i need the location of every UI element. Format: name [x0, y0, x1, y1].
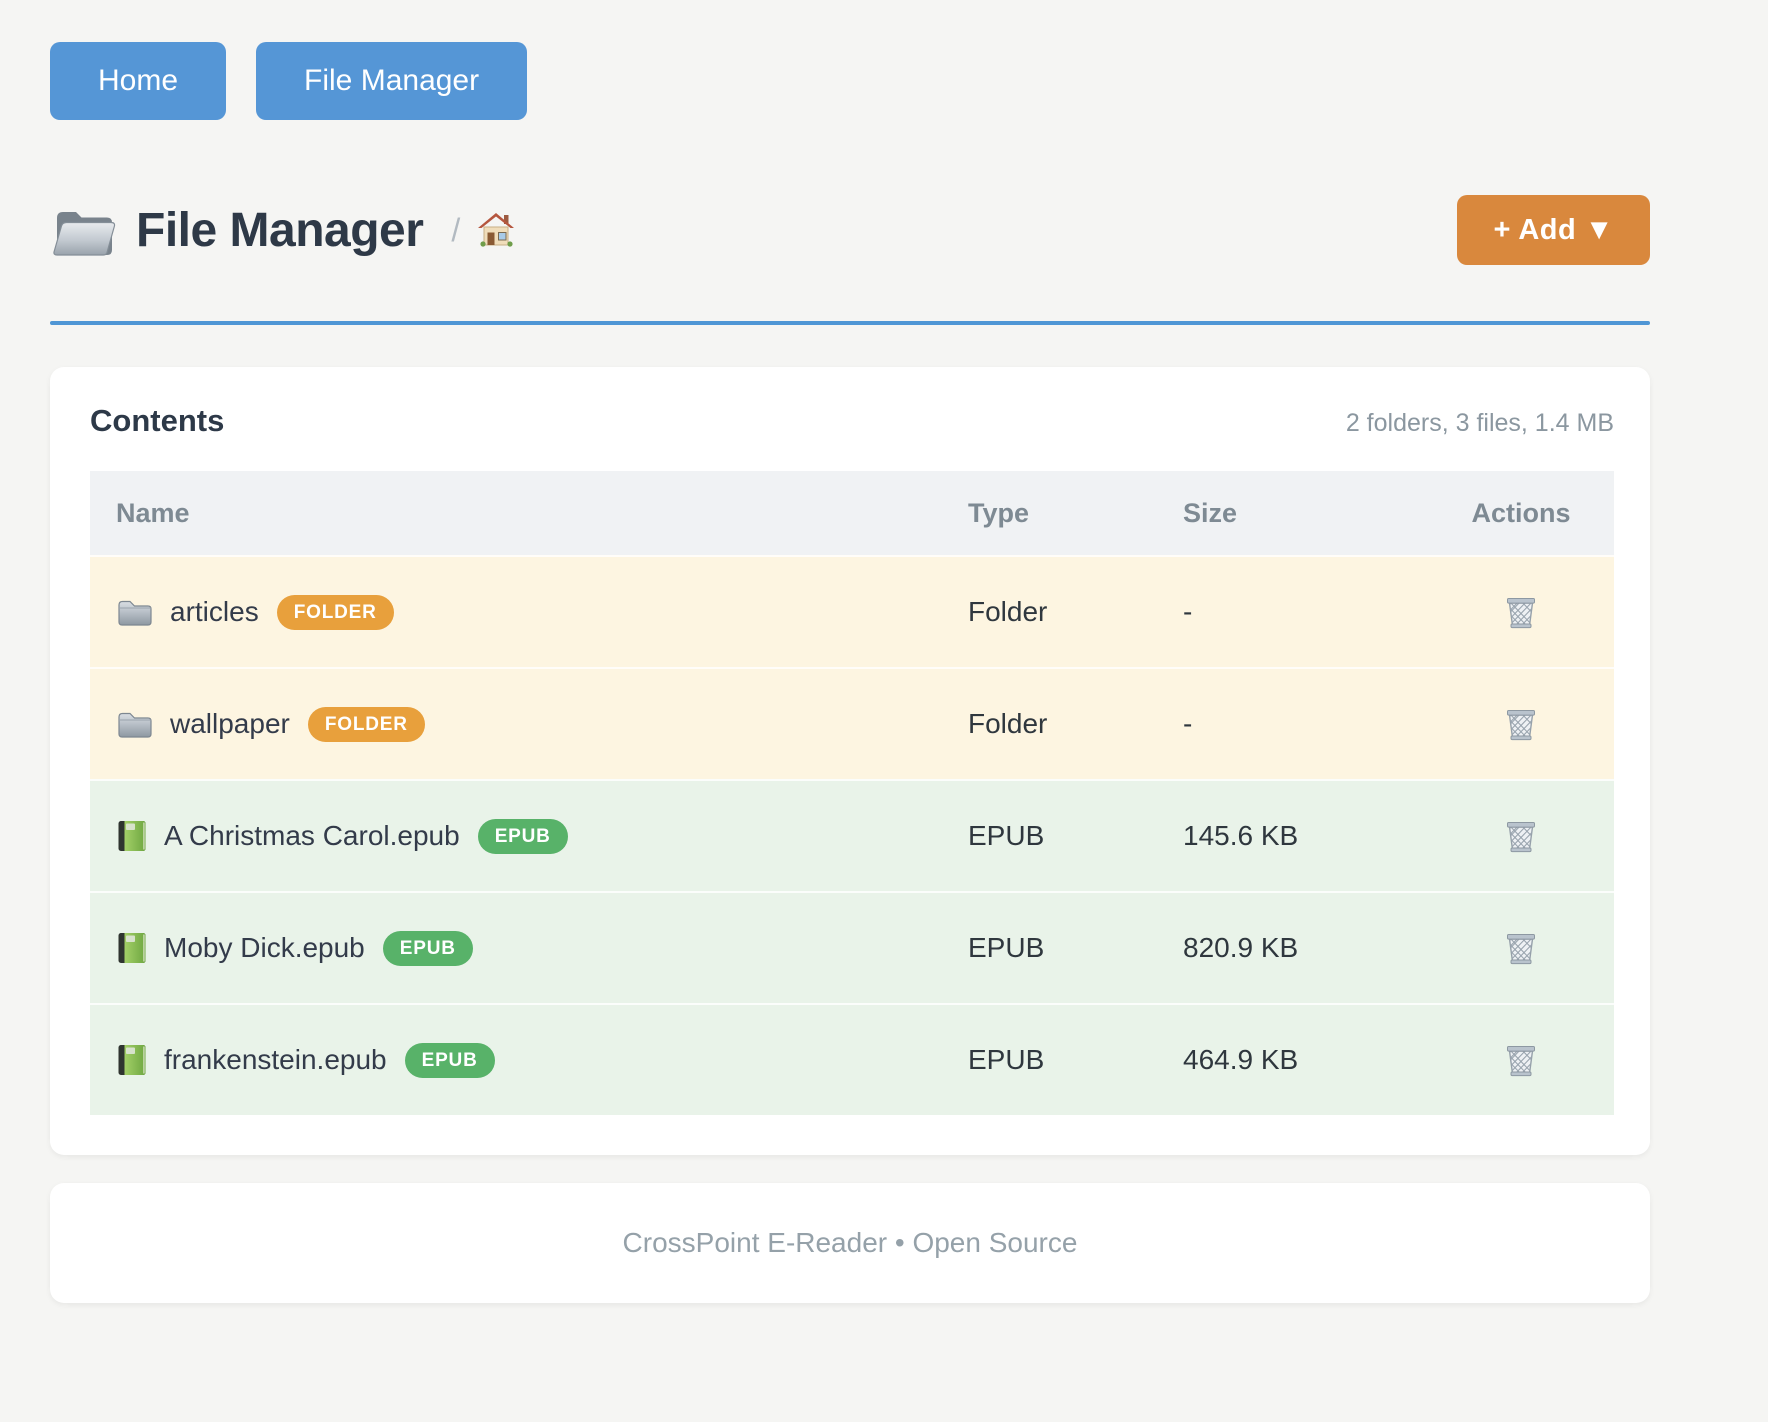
type-cell: EPUB	[968, 820, 1045, 851]
add-button[interactable]: + Add ▼	[1457, 195, 1650, 265]
green-book-icon	[118, 821, 146, 851]
type-badge: FOLDER	[307, 706, 425, 742]
type-badge: EPUB	[477, 818, 568, 854]
file-name[interactable]: frankenstein.epub	[164, 1044, 387, 1075]
page-title: File Manager	[136, 203, 424, 257]
green-book-icon	[116, 819, 148, 853]
title-underline	[50, 321, 1650, 325]
green-book-icon	[116, 931, 148, 965]
size-cell: 820.9 KB	[1183, 932, 1299, 963]
type-cell: EPUB	[968, 1044, 1045, 1075]
table-header-row: Name Type Size Actions	[90, 471, 1614, 555]
green-book-icon	[118, 933, 146, 963]
wastebasket-icon	[1507, 933, 1535, 964]
column-header-name: Name	[116, 497, 190, 528]
column-header-type: Type	[968, 497, 1030, 528]
delete-button[interactable]	[1500, 1038, 1542, 1083]
green-book-icon	[118, 1045, 146, 1075]
type-badge: FOLDER	[276, 594, 394, 630]
table-row[interactable]: A Christmas Carol.epub EPUB EPUB 145.6 K…	[90, 779, 1614, 891]
table-row[interactable]: articles FOLDER Folder -	[90, 555, 1614, 667]
type-cell: Folder	[968, 708, 1048, 739]
delete-button[interactable]	[1500, 702, 1542, 747]
table-row[interactable]: frankenstein.epub EPUB EPUB 464.9 KB	[90, 1003, 1614, 1115]
green-book-icon	[116, 1043, 148, 1077]
footer-card: CrossPoint E-Reader • Open Source	[50, 1183, 1650, 1303]
size-cell: -	[1183, 596, 1193, 627]
size-cell: 145.6 KB	[1183, 820, 1299, 851]
nav-home-button[interactable]: Home	[50, 42, 227, 120]
wastebasket-icon	[1507, 821, 1535, 852]
type-cell: Folder	[968, 596, 1048, 627]
file-name[interactable]: A Christmas Carol.epub	[164, 820, 460, 851]
contents-card: Contents 2 folders, 3 files, 1.4 MB Name…	[50, 367, 1650, 1155]
type-badge: EPUB	[404, 1042, 495, 1078]
size-cell: -	[1183, 708, 1193, 739]
delete-button[interactable]	[1500, 590, 1542, 635]
type-badge: EPUB	[382, 930, 473, 966]
delete-button[interactable]	[1500, 926, 1542, 971]
delete-button[interactable]	[1500, 814, 1542, 859]
folder-icon	[116, 596, 154, 628]
footer-text: CrossPoint E-Reader • Open Source	[622, 1227, 1078, 1258]
wastebasket-icon	[1507, 597, 1535, 628]
wastebasket-icon	[1507, 1045, 1535, 1076]
file-name[interactable]: articles	[170, 596, 259, 627]
page-header: File Manager / + Add ▼	[50, 195, 1650, 265]
breadcrumb-separator: /	[451, 211, 461, 248]
page-container: Home File Manager File Manager /	[50, 42, 1650, 1303]
column-header-size: Size	[1183, 497, 1238, 528]
contents-summary: 2 folders, 3 files, 1.4 MB	[1345, 409, 1614, 437]
table-body: articles FOLDER Folder -	[90, 555, 1614, 1115]
table-row[interactable]: wallpaper FOLDER Folder -	[90, 667, 1614, 779]
size-cell: 464.9 KB	[1183, 1044, 1299, 1075]
nav-file-manager-button[interactable]: File Manager	[256, 42, 528, 120]
file-table: Name Type Size Actions articles FOLDER F…	[90, 471, 1614, 1115]
folder-icon	[116, 708, 154, 740]
top-navigation: Home File Manager	[50, 42, 1650, 120]
open-folder-icon	[50, 200, 118, 260]
folder-icon	[118, 600, 152, 626]
table-row[interactable]: Moby Dick.epub EPUB EPUB 820.9 KB	[90, 891, 1614, 1003]
column-header-actions: Actions	[1471, 497, 1571, 528]
file-name[interactable]: Moby Dick.epub	[164, 932, 365, 963]
file-name[interactable]: wallpaper	[170, 708, 290, 739]
wastebasket-icon	[1507, 709, 1535, 740]
type-cell: EPUB	[968, 932, 1045, 963]
home-breadcrumb-icon[interactable]	[476, 211, 516, 249]
contents-title: Contents	[90, 403, 225, 438]
folder-icon	[118, 712, 152, 738]
